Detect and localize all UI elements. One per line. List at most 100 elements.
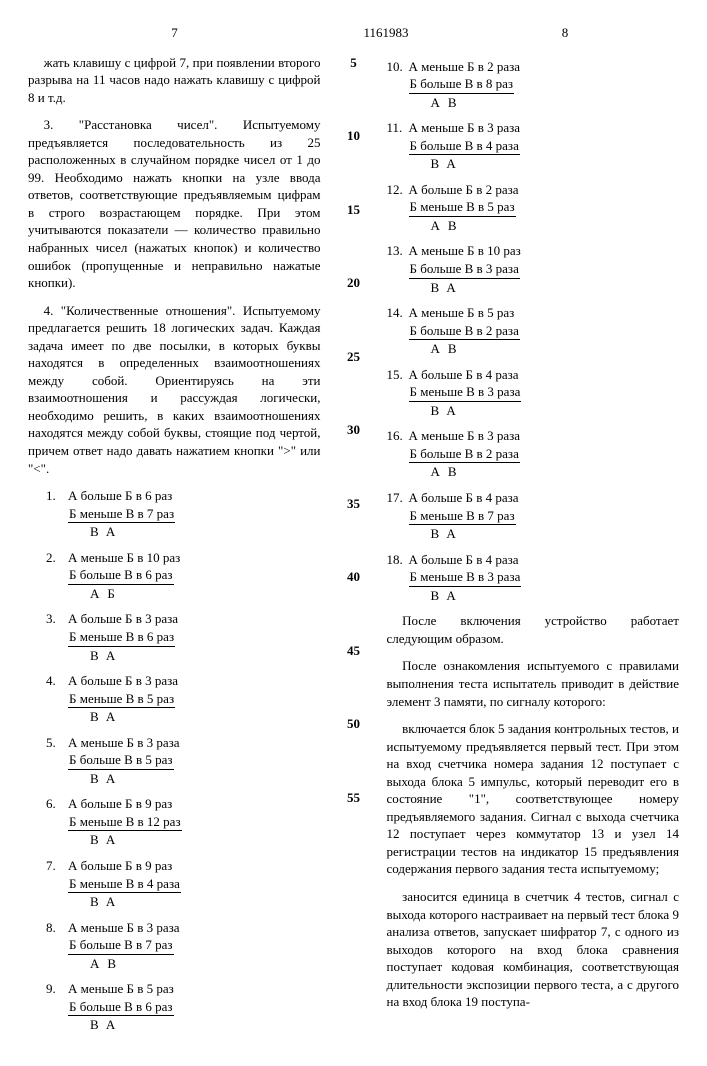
premise-2: Б больше В в 8 раз — [387, 75, 680, 94]
answer-letters: ВА — [431, 525, 680, 543]
premise-2: Б больше В в 6 раз — [46, 998, 321, 1017]
premise-2: Б больше В в 5 раз — [46, 751, 321, 770]
doc-number: 1161983 — [321, 24, 451, 42]
page-header: 7 1161983 8 — [28, 24, 679, 42]
problem: 11.А меньше Б в 3 разаБ больше В в 4 раз… — [387, 119, 680, 173]
answer-letters: ВА — [90, 708, 321, 726]
premise-1: 14.А меньше Б в 5 раз — [387, 304, 680, 322]
answer-letters: АБ — [90, 585, 321, 603]
problem: 10.А меньше Б в 2 разаБ больше В в 8 раз… — [387, 58, 680, 112]
premise-1: 3.А больше Б в 3 раза — [46, 610, 321, 628]
two-column-layout: жать клавишу с цифрой 7, при появлении в… — [28, 54, 679, 1042]
answer-letters: ВА — [431, 155, 680, 173]
premise-1: 8.А меньше Б в 3 раза — [46, 919, 321, 937]
problem: 8.А меньше Б в 3 разаБ больше В в 7 разА… — [46, 919, 321, 973]
para-r4: заносится единица в счетчик 4 тестов, си… — [387, 888, 680, 1011]
premise-2: Б больше В в 6 раз — [46, 566, 321, 585]
premise-1: 18.А больше Б в 4 раза — [387, 551, 680, 569]
answer-letters: АВ — [431, 217, 680, 235]
premise-1: 1.А больше Б в 6 раз — [46, 487, 321, 505]
ln: 20 — [345, 274, 363, 292]
answer-letters: ВА — [90, 523, 321, 541]
ln: 55 — [345, 789, 363, 807]
page-num-right: 8 — [451, 24, 679, 42]
premise-2: Б больше В в 2 раза — [387, 322, 680, 341]
premise-1: 7.А больше Б в 9 раз — [46, 857, 321, 875]
answer-letters: ВА — [90, 893, 321, 911]
ln: 35 — [345, 495, 363, 513]
premise-2: Б меньше В в 7 раз — [387, 507, 680, 526]
para-r3: включается блок 5 задания контрольных те… — [387, 720, 680, 878]
ln: 50 — [345, 715, 363, 733]
problems-right: 10.А меньше Б в 2 разаБ больше В в 8 раз… — [387, 58, 680, 605]
ln: 45 — [345, 642, 363, 660]
premise-1: 10.А меньше Б в 2 раза — [387, 58, 680, 76]
problem: 2.А меньше Б в 10 разБ больше В в 6 разА… — [46, 549, 321, 603]
line-numbers: 5 10 15 20 25 30 35 40 45 50 55 — [345, 54, 363, 1042]
problem: 4.А больше Б в 3 разаБ меньше В в 5 разВ… — [46, 672, 321, 726]
premise-2: Б меньше В в 12 раз — [46, 813, 321, 832]
premise-2: Б меньше В в 4 раза — [46, 875, 321, 894]
problem: 16.А меньше Б в 3 разаБ больше В в 2 раз… — [387, 427, 680, 481]
answer-letters: ВА — [90, 831, 321, 849]
premise-2: Б меньше В в 5 раз — [387, 198, 680, 217]
problem: 12.А больше Б в 2 разаБ меньше В в 5 раз… — [387, 181, 680, 235]
premise-2: Б больше В в 7 раз — [46, 936, 321, 955]
problem: 15.А больше Б в 4 разаБ меньше В в 3 раз… — [387, 366, 680, 420]
page-num-left: 7 — [28, 24, 321, 42]
premise-2: Б меньше В в 7 раз — [46, 505, 321, 524]
problem: 9.А меньше Б в 5 разБ больше В в 6 разВА — [46, 980, 321, 1034]
ln: 15 — [345, 201, 363, 219]
answer-letters: ВА — [431, 402, 680, 420]
para-3: 4. "Количественные отношения". Испытуемо… — [28, 302, 321, 477]
problem: 5.А меньше Б в 3 разаБ больше В в 5 разВ… — [46, 734, 321, 788]
answer-letters: АВ — [90, 955, 321, 973]
problem: 17.А больше Б в 4 разаБ меньше В в 7 раз… — [387, 489, 680, 543]
problems-left: 1.А больше Б в 6 разБ меньше В в 7 разВА… — [28, 487, 321, 1034]
ln: 5 — [345, 54, 363, 72]
para-2: 3. "Расстановка чисел". Испытуемому пред… — [28, 116, 321, 291]
answer-letters: АВ — [431, 94, 680, 112]
premise-2: Б меньше В в 6 раз — [46, 628, 321, 647]
para-r1: После включения устройство работает след… — [387, 612, 680, 647]
problem: 1.А больше Б в 6 разБ меньше В в 7 разВА — [46, 487, 321, 541]
premise-2: Б меньше В в 3 раза — [387, 568, 680, 587]
ln: 10 — [345, 127, 363, 145]
answer-letters: ВА — [90, 770, 321, 788]
problem: 6.А больше Б в 9 разБ меньше В в 12 разВ… — [46, 795, 321, 849]
premise-1: 9.А меньше Б в 5 раз — [46, 980, 321, 998]
ln: 25 — [345, 348, 363, 366]
answer-letters: ВА — [90, 647, 321, 665]
premise-1: 6.А больше Б в 9 раз — [46, 795, 321, 813]
premise-1: 13.А меньше Б в 10 раз — [387, 242, 680, 260]
para-1: жать клавишу с цифрой 7, при появлении в… — [28, 54, 321, 107]
premise-1: 17.А больше Б в 4 раза — [387, 489, 680, 507]
premise-1: 2.А меньше Б в 10 раз — [46, 549, 321, 567]
answer-letters: ВА — [90, 1016, 321, 1034]
premise-2: Б меньше В в 5 раз — [46, 690, 321, 709]
right-column: 10.А меньше Б в 2 разаБ больше В в 8 раз… — [387, 54, 680, 1042]
answer-letters: ВА — [431, 587, 680, 605]
problem: 3.А больше Б в 3 разаБ меньше В в 6 разВ… — [46, 610, 321, 664]
premise-1: 5.А меньше Б в 3 раза — [46, 734, 321, 752]
problem: 14.А меньше Б в 5 разБ больше В в 2 раза… — [387, 304, 680, 358]
premise-1: 4.А больше Б в 3 раза — [46, 672, 321, 690]
answer-letters: АВ — [431, 340, 680, 358]
ln: 30 — [345, 421, 363, 439]
premise-1: 16.А меньше Б в 3 раза — [387, 427, 680, 445]
answer-letters: АВ — [431, 463, 680, 481]
premise-2: Б больше В в 3 раза — [387, 260, 680, 279]
premise-1: 12.А больше Б в 2 раза — [387, 181, 680, 199]
premise-1: 15.А больше Б в 4 раза — [387, 366, 680, 384]
answer-letters: ВА — [431, 279, 680, 297]
premise-2: Б меньше В в 3 раза — [387, 383, 680, 402]
premise-1: 11.А меньше Б в 3 раза — [387, 119, 680, 137]
premise-2: Б больше В в 4 раза — [387, 137, 680, 156]
para-r2: После ознакомления испытуемого с правила… — [387, 657, 680, 710]
ln: 40 — [345, 568, 363, 586]
problem: 13.А меньше Б в 10 разБ больше В в 3 раз… — [387, 242, 680, 296]
premise-2: Б больше В в 2 раза — [387, 445, 680, 464]
problem: 7.А больше Б в 9 разБ меньше В в 4 разаВ… — [46, 857, 321, 911]
left-column: жать клавишу с цифрой 7, при появлении в… — [28, 54, 321, 1042]
problem: 18.А больше Б в 4 разаБ меньше В в 3 раз… — [387, 551, 680, 605]
